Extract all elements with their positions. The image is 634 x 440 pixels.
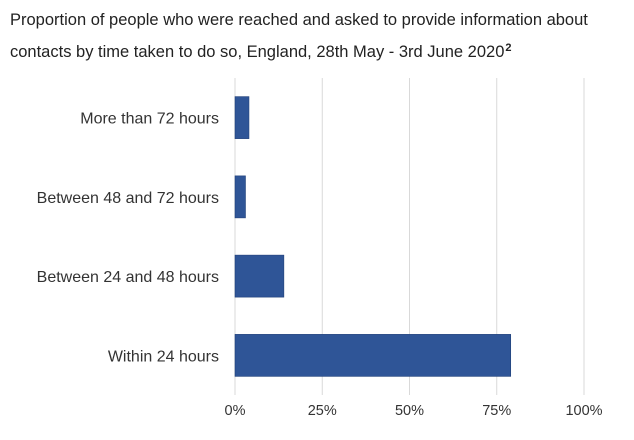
x-tick-label-3: 75% [482,403,511,419]
x-axis-tick-labels: 0% 25% 50% 75% 100% [225,403,603,419]
category-label-3: Within 24 hours [108,348,219,365]
bar-3 [234,334,512,377]
x-tick-label-4: 100% [565,403,602,419]
x-tick-label-1: 25% [308,403,337,419]
x-tick-label-0: 0% [225,403,246,419]
bars [234,96,512,377]
bar-1 [234,175,246,219]
category-label-0: More than 72 hours [80,111,219,128]
bar-0 [234,96,250,139]
x-tick-label-2: 50% [395,403,424,419]
footnote-marker: 2 [505,42,512,54]
category-labels: More than 72 hours Between 48 and 72 hour… [37,111,219,366]
chart-title: Proportion of people who were reached an… [10,6,624,66]
category-label-1: Between 48 and 72 hours [37,190,219,207]
category-label-2: Between 24 and 48 hours [37,269,219,286]
bar-2 [234,254,285,298]
chart-title-text: Proportion of people who were reached an… [10,11,588,61]
